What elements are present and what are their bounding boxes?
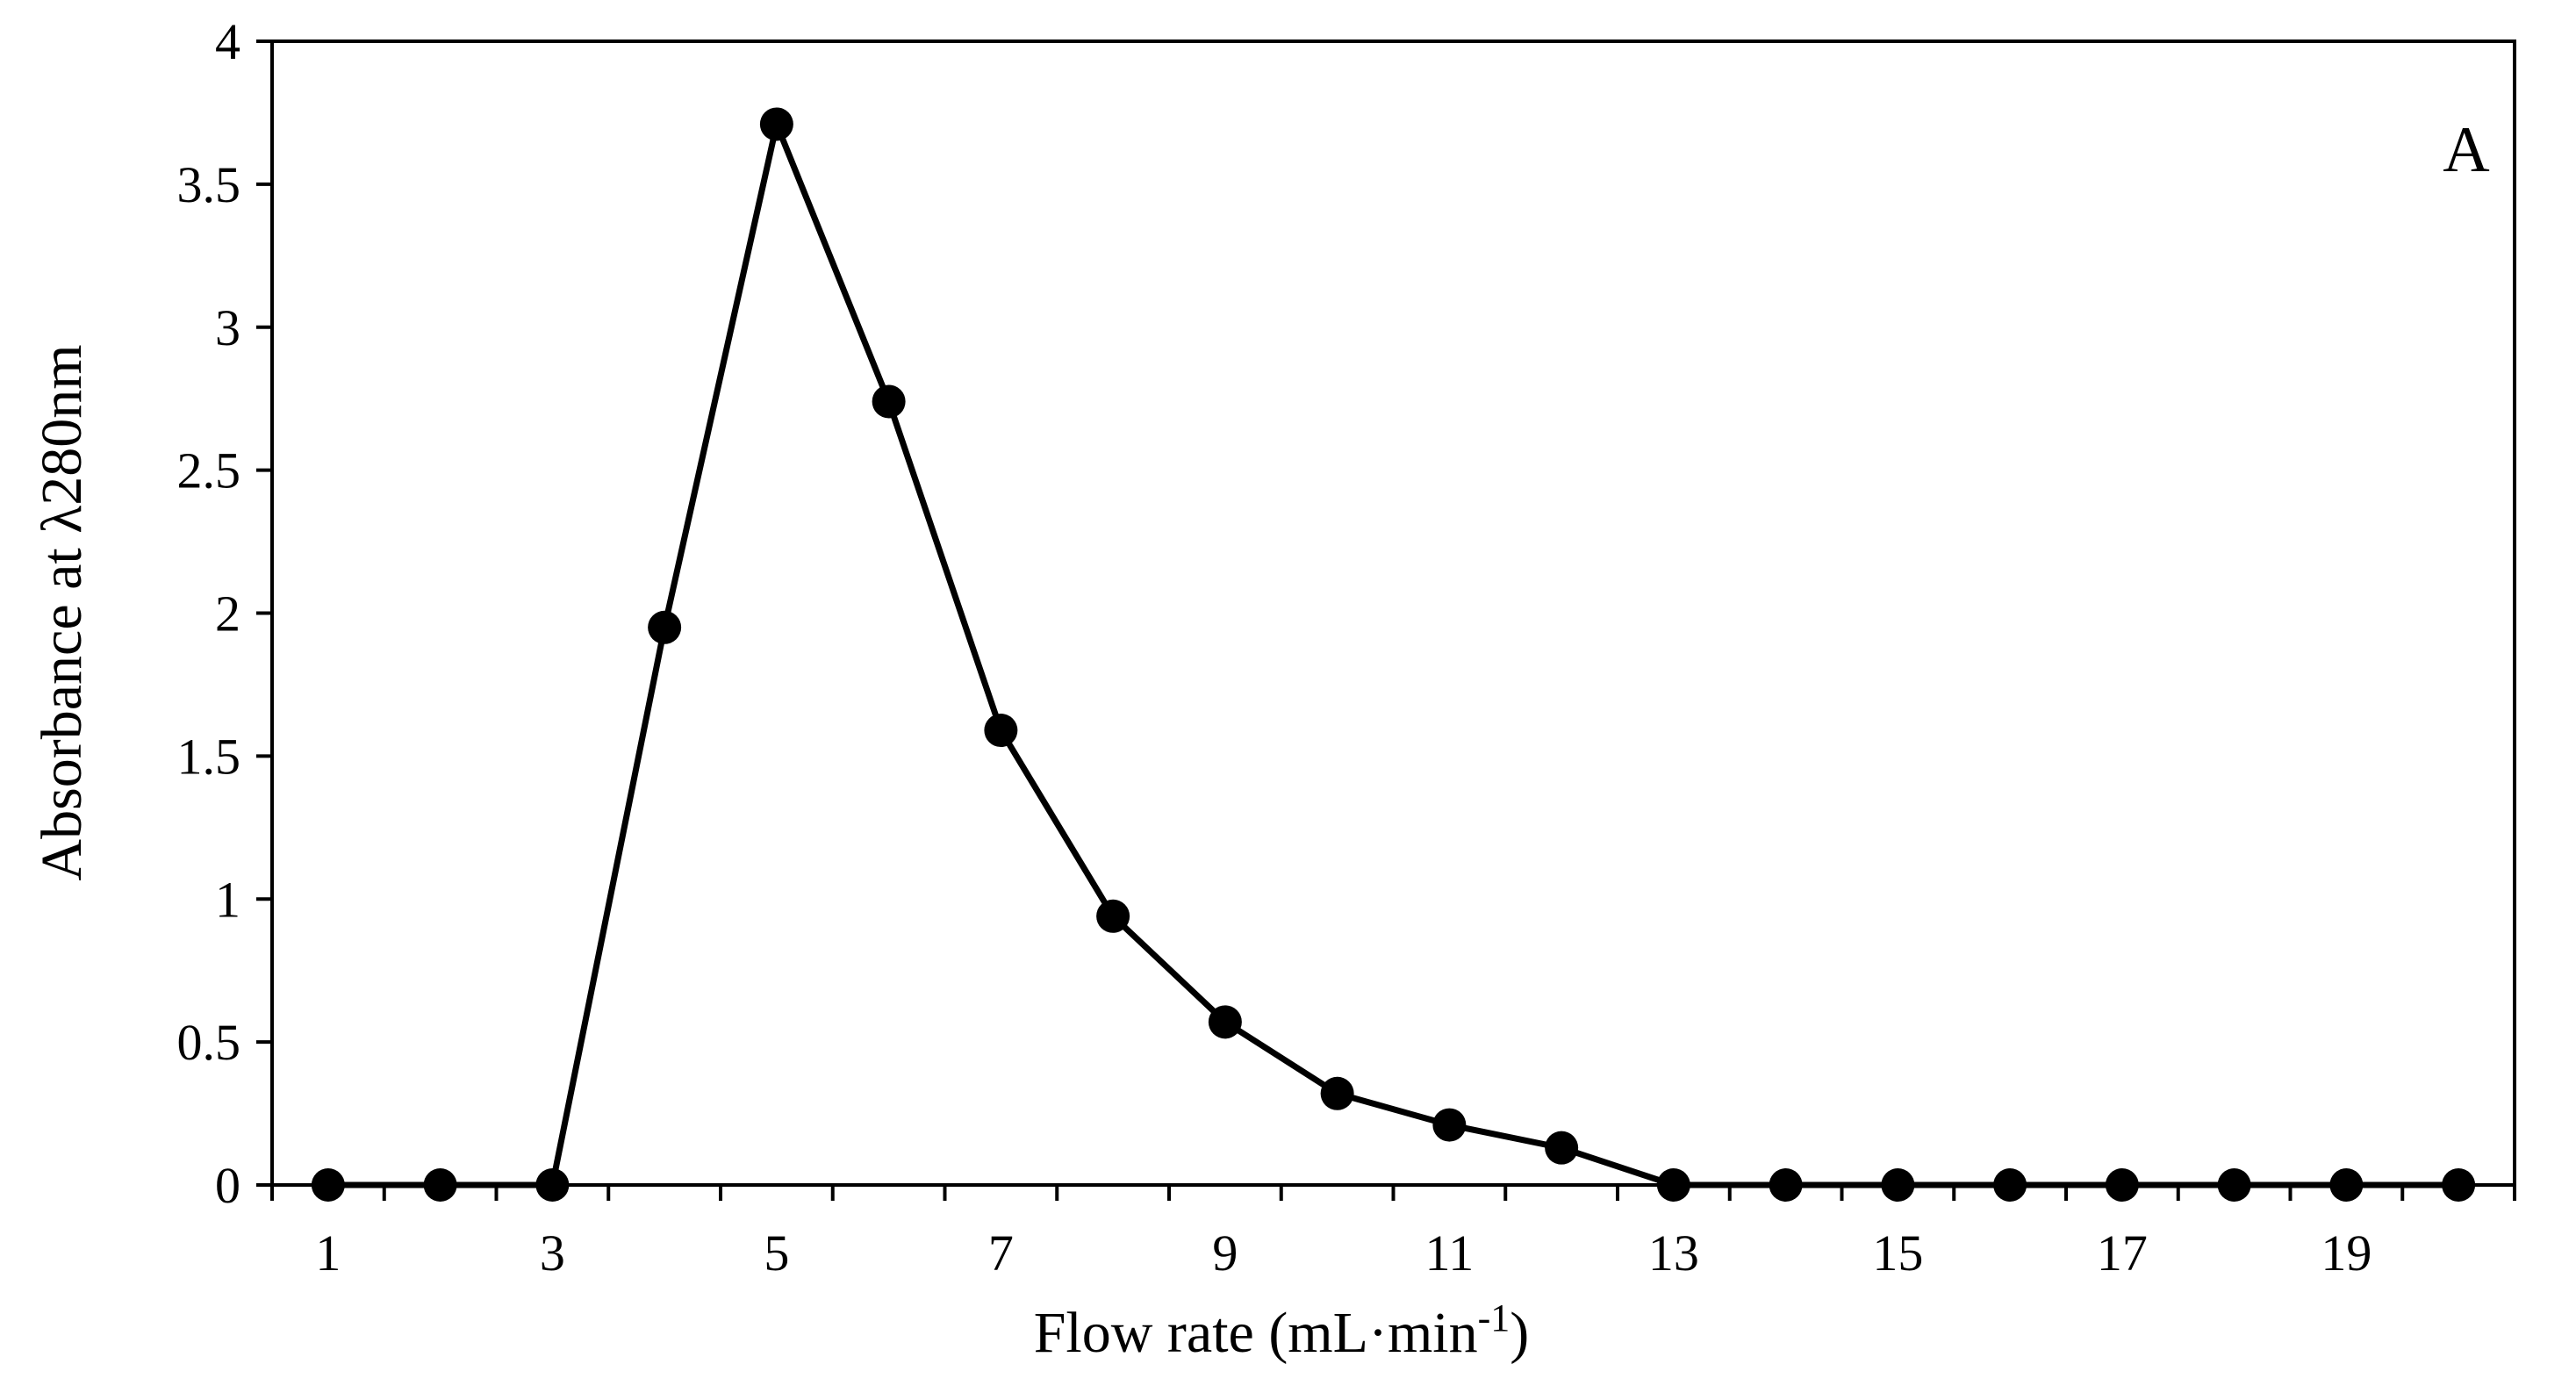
- data-point: [311, 1168, 345, 1202]
- y-axis-title: Absorbance at λ280nm: [30, 344, 94, 880]
- x-tick-label: 3: [540, 1224, 565, 1282]
- x-tick-label: 15: [1872, 1224, 1923, 1282]
- x-tick-label: 9: [1212, 1224, 1238, 1282]
- data-point: [1320, 1076, 1354, 1110]
- data-point: [535, 1168, 570, 1202]
- x-tick-label: 7: [988, 1224, 1014, 1282]
- data-point: [1208, 1005, 1242, 1039]
- x-tick-label: 11: [1424, 1224, 1474, 1282]
- data-point: [2329, 1168, 2364, 1202]
- y-tick-label: 1: [215, 871, 240, 928]
- data-point: [1545, 1131, 1579, 1165]
- data-point: [2217, 1168, 2251, 1202]
- y-axis-ticks: 0 0.5 1 1.5 2 2.5 3 3.5 4: [177, 13, 272, 1214]
- x-axis-title-exponent: -1: [1478, 1296, 1510, 1339]
- y-tick-label: 4: [215, 13, 240, 70]
- plot-frame: [270, 39, 2516, 1187]
- data-point: [2105, 1168, 2139, 1202]
- x-tick-label: 17: [2097, 1224, 2148, 1282]
- data-point: [1096, 899, 1130, 933]
- y-tick-label: 2: [215, 585, 240, 643]
- y-tick-label: 3: [215, 299, 240, 356]
- data-point: [2442, 1168, 2476, 1202]
- data-point: [1881, 1168, 1915, 1202]
- data-points: [311, 107, 2476, 1202]
- panel-label: A: [2443, 114, 2489, 186]
- data-point: [1993, 1168, 2027, 1202]
- x-tick-label: 5: [764, 1224, 789, 1282]
- x-axis-title-main: Flow rate (mL·min: [1034, 1301, 1478, 1365]
- y-tick-label: 1.5: [177, 728, 241, 785]
- data-point: [648, 610, 682, 644]
- data-point: [759, 107, 793, 141]
- x-tick-label: 13: [1648, 1224, 1699, 1282]
- x-axis-title-close: ): [1510, 1301, 1529, 1365]
- data-point: [872, 384, 906, 419]
- y-tick-label: 0: [215, 1157, 240, 1214]
- x-axis-ticks: 1 3 5 7 9 11 13 15 17 19: [270, 1185, 2516, 1282]
- data-point: [1769, 1168, 1803, 1202]
- series-line: [327, 121, 2459, 1188]
- x-axis-title: Flow rate (mL·min-1): [1034, 1296, 1530, 1365]
- data-point: [1656, 1168, 1690, 1202]
- y-tick-label: 3.5: [177, 156, 241, 213]
- data-point: [1432, 1108, 1467, 1142]
- data-point: [423, 1168, 457, 1202]
- data-point: [984, 714, 1018, 748]
- x-tick-label: 1: [315, 1224, 341, 1282]
- y-tick-label: 2.5: [177, 442, 241, 499]
- x-tick-label: 19: [2321, 1224, 2371, 1282]
- y-tick-label: 0.5: [177, 1014, 241, 1071]
